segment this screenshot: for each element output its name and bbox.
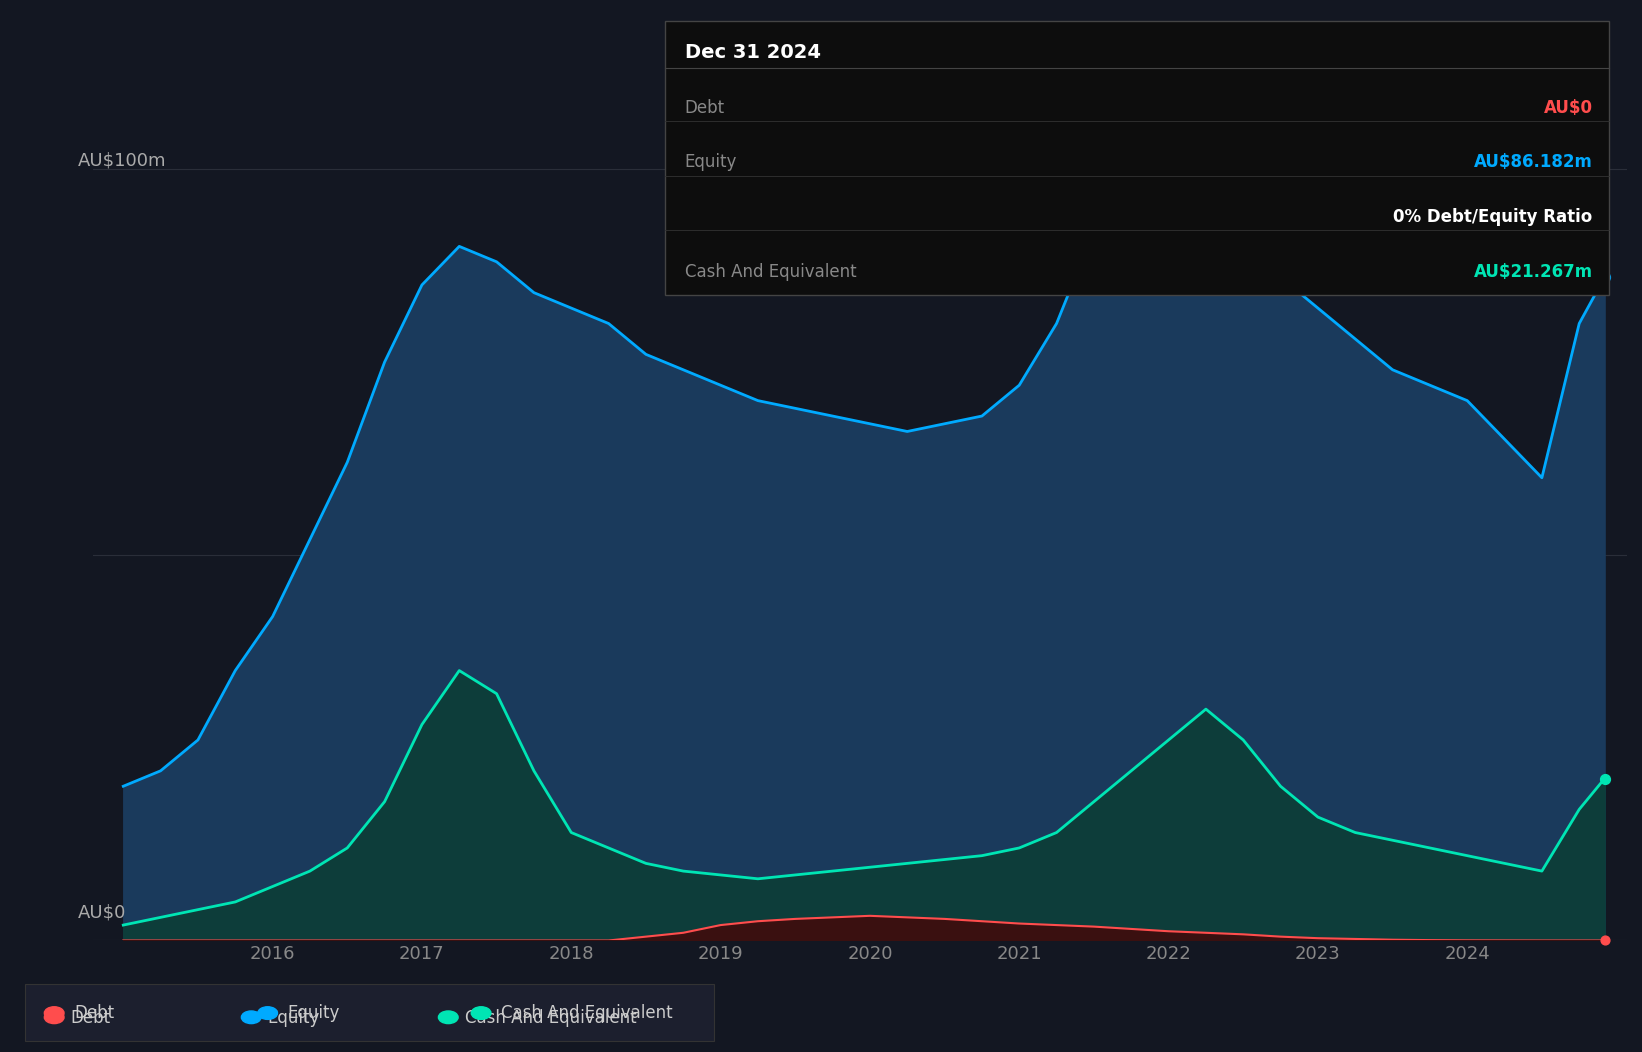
Text: Equity: Equity [287, 1005, 340, 1023]
Point [1591, 269, 1617, 286]
Text: Debt: Debt [685, 99, 724, 117]
Text: 0% Debt/Equity Ratio: 0% Debt/Equity Ratio [1394, 208, 1593, 226]
Text: AU$21.267m: AU$21.267m [1473, 263, 1593, 281]
Text: Equity: Equity [685, 154, 737, 171]
Text: AU$0: AU$0 [1543, 99, 1593, 117]
Text: Debt: Debt [74, 1005, 113, 1023]
Text: Cash And Equivalent: Cash And Equivalent [465, 1009, 637, 1027]
Point [1591, 770, 1617, 787]
Text: Cash And Equivalent: Cash And Equivalent [501, 1005, 673, 1023]
Text: Cash And Equivalent: Cash And Equivalent [685, 263, 857, 281]
Text: Dec 31 2024: Dec 31 2024 [685, 43, 821, 62]
Text: AU$86.182m: AU$86.182m [1475, 154, 1593, 171]
Text: AU$0: AU$0 [79, 904, 126, 922]
Text: Debt: Debt [71, 1009, 110, 1027]
Point [1591, 932, 1617, 949]
Text: Equity: Equity [268, 1009, 320, 1027]
Text: AU$100m: AU$100m [79, 151, 166, 169]
